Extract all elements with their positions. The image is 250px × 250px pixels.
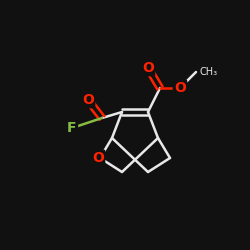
Text: O: O	[174, 81, 186, 95]
Text: CH₃: CH₃	[200, 67, 218, 77]
Text: O: O	[92, 151, 104, 165]
Text: F: F	[67, 121, 77, 135]
Text: O: O	[142, 61, 154, 75]
Text: O: O	[82, 93, 94, 107]
